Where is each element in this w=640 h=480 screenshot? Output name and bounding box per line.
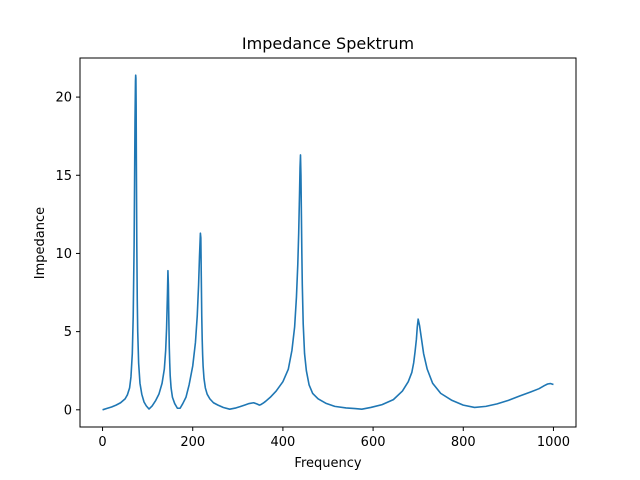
y-tick-label: 0 — [64, 403, 72, 418]
y-axis-label: Impedance — [33, 207, 48, 279]
y-axis-ticks: 0 5 10 15 20 — [55, 91, 80, 418]
y-tick-label: 20 — [55, 91, 72, 106]
x-tick-label: 1000 — [537, 435, 570, 450]
x-tick-label: 600 — [361, 435, 386, 450]
series-line-0 — [102, 74, 554, 411]
x-axis-ticks: 0 200 400 600 800 1000 — [98, 427, 570, 450]
plot-frame — [79, 57, 577, 428]
y-tick-label: 5 — [64, 325, 72, 340]
y-tick-label: 15 — [55, 169, 72, 184]
y-tick-label: 10 — [55, 247, 72, 262]
x-axis-label: Frequency — [294, 456, 361, 471]
x-tick-label: 400 — [270, 435, 295, 450]
x-tick-label: 200 — [180, 435, 205, 450]
chart-title: Impedance Spektrum — [242, 34, 414, 53]
x-tick-label: 0 — [98, 435, 106, 450]
x-tick-label: 800 — [451, 435, 476, 450]
series-layer — [102, 74, 554, 411]
